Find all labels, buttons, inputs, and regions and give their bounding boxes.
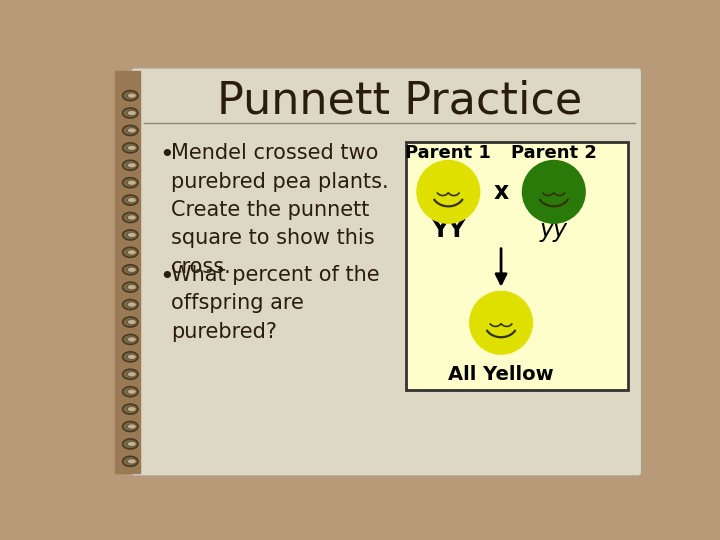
Ellipse shape: [127, 163, 137, 168]
Ellipse shape: [127, 110, 137, 116]
Ellipse shape: [122, 422, 138, 431]
Ellipse shape: [122, 178, 138, 188]
Ellipse shape: [127, 232, 137, 238]
Ellipse shape: [122, 91, 138, 100]
Ellipse shape: [122, 213, 138, 222]
Text: What percent of the
offspring are
purebred?: What percent of the offspring are purebr…: [171, 265, 379, 342]
Ellipse shape: [127, 145, 137, 151]
Ellipse shape: [127, 285, 137, 290]
Ellipse shape: [122, 108, 138, 118]
Ellipse shape: [122, 160, 138, 170]
Ellipse shape: [127, 215, 137, 220]
Ellipse shape: [122, 265, 138, 275]
Ellipse shape: [127, 267, 137, 273]
Text: All Yellow: All Yellow: [449, 365, 554, 384]
Ellipse shape: [122, 317, 138, 327]
Ellipse shape: [122, 282, 138, 292]
Ellipse shape: [127, 424, 137, 429]
Ellipse shape: [127, 302, 137, 307]
Ellipse shape: [122, 404, 138, 414]
Ellipse shape: [122, 352, 138, 362]
Ellipse shape: [127, 319, 137, 325]
Text: x: x: [493, 180, 508, 204]
Ellipse shape: [127, 336, 137, 342]
Ellipse shape: [122, 195, 138, 205]
Text: yy: yy: [540, 218, 568, 242]
Ellipse shape: [127, 389, 137, 394]
Ellipse shape: [127, 372, 137, 377]
Ellipse shape: [122, 456, 138, 467]
Ellipse shape: [122, 387, 138, 397]
Ellipse shape: [122, 143, 138, 153]
Ellipse shape: [122, 125, 138, 136]
FancyBboxPatch shape: [131, 68, 642, 476]
Text: Parent 1: Parent 1: [405, 144, 491, 163]
Text: Mendel crossed two
purebred pea plants.
Create the punnett
square to show this
c: Mendel crossed two purebred pea plants. …: [171, 143, 389, 276]
Text: •: •: [160, 143, 174, 167]
Ellipse shape: [127, 354, 137, 360]
Bar: [115, 71, 140, 473]
Ellipse shape: [127, 197, 137, 203]
Text: Punnett Practice: Punnett Practice: [217, 79, 582, 123]
Circle shape: [523, 161, 585, 222]
Bar: [406, 142, 628, 390]
Circle shape: [470, 292, 532, 354]
Text: •: •: [160, 265, 174, 289]
Ellipse shape: [127, 249, 137, 255]
Ellipse shape: [122, 230, 138, 240]
Ellipse shape: [127, 458, 137, 464]
Ellipse shape: [127, 180, 137, 185]
Ellipse shape: [122, 369, 138, 379]
Ellipse shape: [127, 127, 137, 133]
Ellipse shape: [122, 439, 138, 449]
Ellipse shape: [127, 93, 137, 98]
Ellipse shape: [122, 300, 138, 309]
Text: Parent 2: Parent 2: [511, 144, 597, 163]
Circle shape: [418, 161, 479, 222]
Ellipse shape: [122, 334, 138, 345]
Ellipse shape: [127, 441, 137, 447]
Text: YY: YY: [431, 218, 466, 242]
Ellipse shape: [122, 247, 138, 258]
Ellipse shape: [127, 406, 137, 412]
